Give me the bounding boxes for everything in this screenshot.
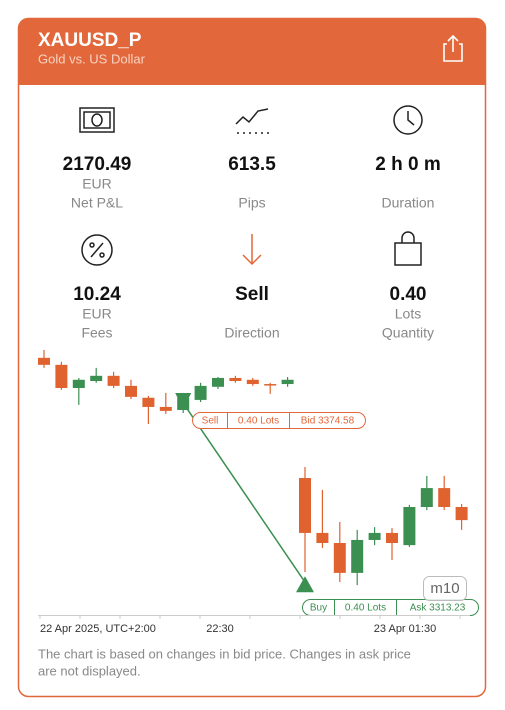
candle-body [351,539,364,573]
candle-body [386,532,398,543]
sell-marker [175,393,192,410]
candle-body [194,385,207,400]
candle-body [420,488,433,507]
candle-body [403,507,416,546]
stat-label: Pips [238,195,265,211]
sell-lots: 0.40 Lots [238,416,279,427]
stat-unit: Lots [395,306,421,322]
header-bar [18,18,486,85]
sell-price_label: Bid 3374.58 [301,416,355,427]
stat-unit: EUR [82,176,112,192]
stat-value: Sell [235,284,269,305]
candle-body [125,385,137,397]
candle-body [438,488,451,507]
x-label: 22 Apr 2025, UTC+2:00 [40,623,156,635]
candle-body [316,532,329,543]
candle-body [264,384,277,386]
share-button[interactable] [443,34,463,62]
header-subtitle: Gold vs. US Dollar [38,51,146,66]
candle-body [159,406,172,411]
stat-value: 2 h 0 m [375,154,440,175]
stat-label: Duration [382,195,435,211]
stat-unit: EUR [82,306,112,322]
candle-body [246,379,259,385]
stat-label: Direction [224,325,279,341]
candle-body [142,397,155,407]
header-title: XAUUSD_P [38,30,142,51]
icon-money [79,107,115,133]
candle-body [212,377,224,387]
candle-body [455,507,468,521]
candle-body [72,379,85,389]
candle-body [333,543,346,573]
buy-lots: 0.40 Lots [345,603,386,614]
icon-clock [393,105,423,135]
icon-direction [242,234,262,266]
candle-body [368,532,381,540]
icon-percent [81,234,113,266]
x-label: 22:30 [206,623,234,635]
icon-pips [235,108,269,134]
stat-value: 10.24 [73,284,121,305]
candle-body [281,379,294,385]
candle-body [55,364,68,389]
stat-value: 613.5 [228,154,276,175]
candle-body [299,478,311,533]
stat-value: 2170.49 [63,154,132,175]
note-line: The chart is based on changes in bid pri… [38,646,411,661]
candle-body [38,357,50,365]
card [17,17,487,698]
candle-body [107,375,120,386]
stat-label: Quantity [382,325,434,341]
buy-marker [296,576,314,593]
candle-body [229,377,242,381]
note-line: are not displayed. [38,663,141,678]
candle-body [90,375,103,381]
stat-label: Net P&L [71,195,123,211]
icon-bag [394,231,422,266]
x-label: 23 Apr 01:30 [374,623,436,635]
sell-side: Sell [202,416,219,427]
buy-price_label: Ask 3313.23 [410,603,466,614]
stat-label: Fees [81,325,112,341]
sell-label-box [192,412,366,429]
buy-side: Buy [310,603,327,614]
timeframe-button[interactable] [423,576,467,601]
trade-path [182,402,306,583]
stat-value: 0.40 [390,284,427,305]
timeframe-label: m10 [430,580,459,597]
